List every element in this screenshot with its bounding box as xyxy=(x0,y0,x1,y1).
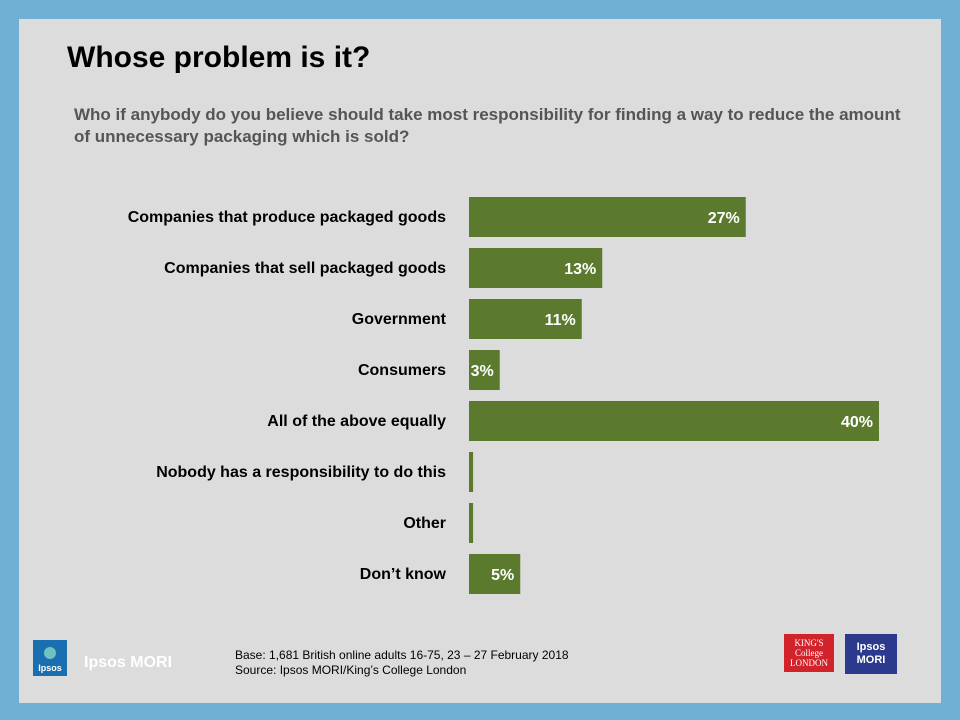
ipsos-logo: Ipsos xyxy=(33,640,67,676)
category-label-0: Companies that produce packaged goods xyxy=(128,209,446,226)
mori-logo-line1: Ipsos xyxy=(856,641,886,653)
base-note: Base: 1,681 British online adults 16-75,… xyxy=(235,648,569,662)
ipsos-mori-logo: Ipsos MORI xyxy=(845,634,897,674)
data-label-7: 5% xyxy=(491,567,514,584)
data-label-1: 13% xyxy=(564,261,596,278)
data-label-0: 27% xyxy=(708,210,740,227)
category-label-1: Companies that sell packaged goods xyxy=(164,260,446,277)
mori-logo-line2: MORI xyxy=(856,654,886,666)
bar-2 xyxy=(469,299,582,339)
bar-0 xyxy=(469,197,746,237)
category-label-2: Government xyxy=(352,311,447,328)
footer-note: Base: 1,681 British online adults 16-75,… xyxy=(235,648,569,678)
category-label-5: Nobody has a responsibility to do this xyxy=(156,464,446,481)
ipsos-dot-icon xyxy=(44,647,56,659)
category-label-3: Consumers xyxy=(358,362,446,379)
data-label-4: 40% xyxy=(841,414,873,431)
ipsos-logo-text: Ipsos xyxy=(38,663,62,673)
ipsos-mori-wordmark: Ipsos MORI xyxy=(84,654,173,671)
page-title: Whose problem is it? xyxy=(67,41,371,74)
bar-3 xyxy=(469,350,500,390)
bar-6 xyxy=(469,503,474,543)
kings-logo-line1: KING'S xyxy=(794,638,824,648)
data-label-3: 3% xyxy=(471,363,494,380)
bar-1 xyxy=(469,248,603,288)
category-label-7: Don’t know xyxy=(360,566,447,583)
bar-5 xyxy=(469,452,474,492)
kings-logo-line2: College xyxy=(795,648,823,658)
category-label-4: All of the above equally xyxy=(267,413,446,430)
kings-college-logo: KING'S College LONDON xyxy=(784,634,834,672)
bar-4 xyxy=(469,401,879,441)
kings-logo-line3: LONDON xyxy=(790,658,828,668)
category-label-6: Other xyxy=(403,515,446,532)
survey-question: Who if anybody do you believe should tak… xyxy=(74,105,901,146)
data-label-2: 11% xyxy=(545,312,576,329)
source-note: Source: Ipsos MORI/King’s College London xyxy=(235,663,467,677)
bar-7 xyxy=(469,554,521,594)
